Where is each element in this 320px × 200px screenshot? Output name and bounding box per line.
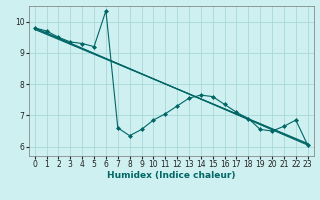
X-axis label: Humidex (Indice chaleur): Humidex (Indice chaleur) (107, 171, 236, 180)
